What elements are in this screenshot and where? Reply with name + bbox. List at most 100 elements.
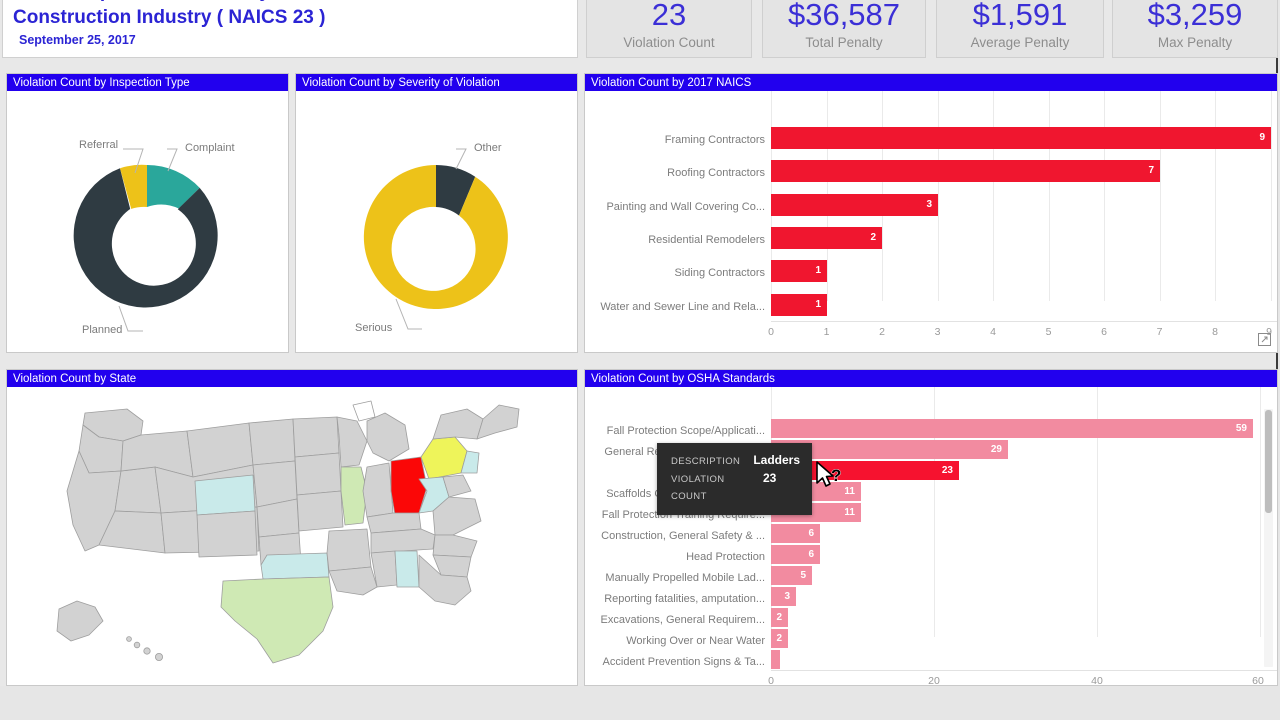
tile-violation-count-by-severity[interactable]: Violation Count by Severity of Violation… [295, 73, 578, 353]
bar-value-label: 29 [990, 444, 1002, 455]
state-louisiana [328, 566, 378, 596]
x-tick: 40 [1091, 675, 1103, 687]
bar-head-protection[interactable] [771, 545, 820, 564]
donut-slice-planned[interactable] [73, 168, 218, 308]
bar-accident-prevention-signs[interactable] [771, 650, 780, 669]
kpi-card-total-penalty[interactable]: $36,587 Total Penalty [762, 0, 926, 58]
bar-roofing-contractors[interactable] [771, 160, 1160, 182]
state-wisconsin [336, 416, 368, 468]
state-colorado [194, 474, 256, 516]
gridline [934, 387, 935, 637]
x-tick: 60 [1252, 675, 1264, 687]
state-north-dakota [248, 418, 296, 466]
donut-label-planned: Planned [82, 324, 123, 336]
tooltip-key: VIOLATION COUNT [671, 474, 725, 502]
bar-siding-contractors[interactable] [771, 260, 827, 282]
state-new-england [476, 404, 520, 440]
bar-reporting-fatalities[interactable] [771, 587, 796, 606]
chart-tooltip: DESCRIPTION Ladders VIOLATION COUNT 23 [657, 443, 812, 515]
kpi-card-max-penalty[interactable]: $3,259 Max Penalty [1112, 0, 1278, 58]
bar-value-label: 11 [844, 486, 855, 497]
donut-chart-inspection-type[interactable] [7, 91, 288, 352]
tile-title: Violation Count by State [7, 370, 577, 387]
bar-framing-contractors[interactable] [771, 127, 1271, 149]
us-choropleth-map[interactable] [37, 395, 547, 677]
x-tick: 5 [1045, 326, 1052, 338]
donut-label-serious: Serious [355, 322, 393, 334]
tile-body: Framing Contractors 9 Roofing Contractor… [585, 91, 1277, 352]
tile-violation-count-by-state[interactable]: Violation Count by State [6, 369, 578, 686]
gridline [1270, 91, 1272, 301]
bar-value-label: 23 [941, 465, 953, 476]
x-axis-line [771, 321, 1277, 322]
tooltip-row-description: DESCRIPTION Ladders [671, 452, 800, 470]
x-tick: 20 [928, 675, 940, 687]
focus-mode-icon[interactable] [1258, 333, 1271, 346]
donut-chart-severity[interactable] [296, 91, 577, 352]
state-indiana [362, 462, 394, 518]
bar-category-label[interactable]: Siding Contractors [674, 267, 766, 279]
state-missouri [296, 490, 344, 532]
bar-category-label[interactable]: Fall Protection Scope/Applicati... [606, 425, 765, 437]
bar-general-requirements[interactable] [771, 440, 1008, 459]
bar-category-label[interactable]: Residential Remodelers [648, 234, 765, 246]
bar-working-over-or-near-water[interactable] [771, 629, 788, 648]
bar-excavations-general-requirements[interactable] [771, 608, 788, 627]
bar-painting-wall-covering[interactable] [771, 194, 938, 216]
bar-value-label: 5 [800, 570, 806, 581]
state-hawaii [133, 641, 141, 649]
bar-value-label: 9 [1259, 132, 1265, 143]
state-georgia-florida [418, 554, 472, 606]
donut-leader-line-planned [118, 305, 143, 332]
state-nevada [114, 466, 162, 514]
bar-category-label[interactable]: Head Protection [686, 551, 765, 563]
bar-category-label[interactable]: Construction, General Safety & ... [601, 530, 765, 542]
bar-chart-osha-standards[interactable]: Fall Protection Scope/Applicati... 59 Ge… [585, 387, 1277, 687]
bar-category-label[interactable]: Framing Contractors [664, 134, 765, 146]
x-tick: 8 [1212, 326, 1218, 338]
bar-value-label: 2 [776, 612, 782, 623]
tile-title: Violation Count by OSHA Standards [585, 370, 1277, 387]
bar-water-sewer-line[interactable] [771, 294, 827, 316]
osha-chart-scrollbar-thumb[interactable] [1265, 410, 1272, 513]
donut-slice-referral[interactable] [120, 164, 147, 209]
tile-violation-count-by-naics[interactable]: Violation Count by 2017 NAICS Framing Co… [584, 73, 1278, 353]
bar-construction-general-safety[interactable] [771, 524, 820, 543]
donut-leader-line-referral [123, 148, 144, 174]
bar-category-label[interactable]: Painting and Wall Covering Co... [606, 201, 765, 213]
svg-text:?: ? [831, 466, 841, 485]
bar-residential-remodelers[interactable] [771, 227, 882, 249]
page-title-line1: OSHA Inspections Summary [13, 0, 567, 5]
gridline [1260, 387, 1261, 637]
bar-value-label: 3 [926, 199, 932, 210]
mouse-cursor-help-icon: ? [816, 461, 842, 487]
kpi-card-violation-count[interactable]: 23 Violation Count [586, 0, 752, 58]
donut-slice-serious[interactable] [363, 164, 508, 309]
donut-label-other: Other [474, 142, 502, 154]
bar-category-label[interactable]: Accident Prevention Signs & Ta... [602, 656, 765, 668]
bar-fall-protection-scope[interactable] [771, 419, 1253, 438]
donut-slice-complaint[interactable] [147, 165, 200, 209]
donut-label-complaint: Complaint [185, 142, 235, 154]
bar-manually-propelled-mobile-ladders[interactable] [771, 566, 812, 585]
kpi-card-average-penalty[interactable]: $1,591 Average Penalty [936, 0, 1104, 58]
bar-chart-naics[interactable]: Framing Contractors 9 Roofing Contractor… [585, 91, 1277, 352]
donut-slice-other[interactable] [436, 165, 476, 216]
tile-violation-count-by-inspection-type[interactable]: Violation Count by Inspection Type Refer… [6, 73, 289, 353]
bar-category-label[interactable]: Water and Sewer Line and Rela... [600, 301, 765, 313]
bar-category-label[interactable]: Manually Propelled Mobile Lad... [605, 572, 765, 584]
bar-value-label: 1 [815, 265, 821, 276]
donut-leader-line-complaint [167, 148, 178, 172]
tile-body: Other Serious [296, 91, 577, 352]
osha-chart-scrollbar[interactable] [1264, 409, 1273, 667]
tile-body [7, 387, 577, 685]
state-iowa [294, 452, 342, 496]
x-tick: 9 [1266, 326, 1272, 338]
tile-body: Fall Protection Scope/Applicati... 59 Ge… [585, 387, 1277, 687]
bar-category-label[interactable]: Roofing Contractors [667, 167, 765, 179]
bar-value-label: 2 [776, 633, 782, 644]
state-hawaii [155, 652, 164, 661]
tooltip-value: Ladders [753, 453, 800, 467]
tile-violation-count-by-osha-standards[interactable]: Violation Count by OSHA Standards Fall P… [584, 369, 1278, 687]
